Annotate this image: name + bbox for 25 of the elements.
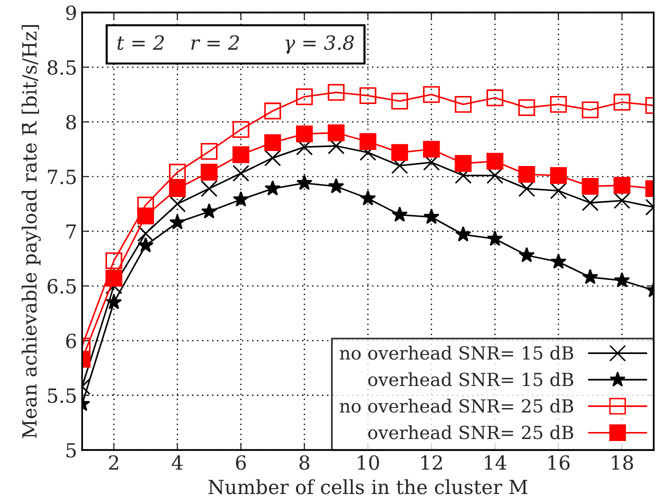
x-tick-label: 4	[172, 455, 183, 470]
x-axis-title: Number of cells in the cluster M	[208, 479, 528, 494]
y-tick-label: 5	[66, 443, 76, 458]
x-tick-label: 2	[109, 455, 118, 470]
x-tick-label: 12	[421, 455, 442, 470]
legend-label: no overhead SNR= 25 dB	[340, 398, 574, 413]
x-tick-label: 6	[236, 455, 246, 470]
annotation: t = 2 r = 2 γ = 3.8	[117, 35, 354, 54]
x-tick-label: 8	[300, 455, 310, 470]
y-tick-label: 9	[66, 5, 76, 20]
y-tick-label: 5.5	[48, 388, 76, 403]
legend-label: overhead SNR= 15 dB	[368, 372, 574, 386]
y-tick-label: 6.5	[48, 278, 76, 294]
y-tick-label: 8	[66, 114, 76, 130]
y-tick-label: 7	[66, 224, 76, 239]
y-tick-label: 7.5	[48, 170, 76, 184]
legend-label: overhead SNR= 25 dB	[368, 425, 574, 440]
x-tick-label: 10	[358, 455, 379, 470]
x-tick-label: 14	[484, 455, 506, 470]
x-tick-label: 18	[612, 455, 634, 470]
y-tick-label: 8.5	[48, 60, 76, 75]
legend-label: no overhead SNR= 15 dB	[340, 346, 574, 360]
y-tick-label: 6	[66, 334, 76, 348]
x-tick-label: 16	[548, 455, 570, 470]
y-axis-title: Mean achievable payload rate R̄ [bit/s/Hz]	[22, 25, 41, 438]
